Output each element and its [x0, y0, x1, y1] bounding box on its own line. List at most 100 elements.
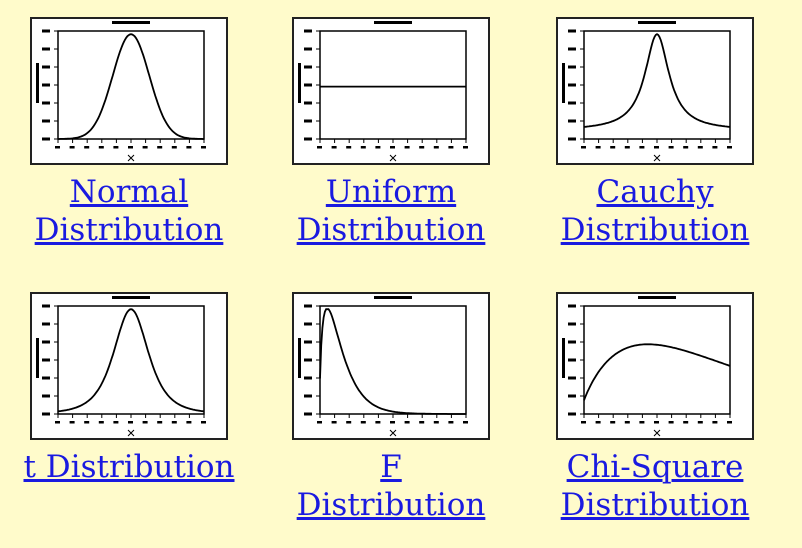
y-tick-label-mark [42, 101, 50, 105]
x-tick-label-mark [697, 146, 703, 149]
y-tick-label-mark [568, 137, 576, 141]
distribution-card-normal: Normal Distribution [0, 17, 260, 249]
chi-square-density-plot-icon[interactable] [556, 292, 754, 440]
y-tick-label-mark [42, 322, 50, 326]
y-axis-label-mark [36, 63, 39, 103]
plot-canvas [36, 296, 206, 437]
uniform-density-plot-icon[interactable] [292, 17, 490, 165]
y-axis-label-mark [562, 338, 565, 378]
y-axis-label-mark [298, 63, 301, 103]
x-tick-label-mark [610, 146, 616, 149]
y-tick-label-mark [42, 358, 50, 362]
x-tick-label-mark [84, 421, 90, 424]
x-tick-label-mark [683, 421, 689, 424]
y-tick-label-mark [42, 29, 50, 33]
y-axis-label-mark [36, 338, 39, 378]
y-tick-label-mark [42, 137, 50, 141]
distribution-card-f: F Distribution [260, 292, 522, 524]
plot-title-mark [374, 296, 412, 299]
plot-title-mark [638, 21, 676, 24]
plot-title-mark [374, 21, 412, 24]
y-tick-label-mark [304, 394, 312, 398]
normal-distribution-link[interactable]: Normal Distribution [0, 173, 260, 249]
plot-canvas [562, 21, 732, 162]
plot-frame [57, 305, 205, 415]
y-tick-label-mark [42, 65, 50, 69]
y-tick-label-mark [304, 101, 312, 105]
x-tick-label-mark [375, 421, 381, 424]
x-tick-label-mark [128, 421, 133, 424]
x-tick-label-mark [346, 146, 352, 149]
plot-frame [57, 30, 205, 140]
y-tick-label-mark [42, 119, 50, 123]
x-tick-label-mark [448, 421, 454, 424]
x-tick-label-mark [317, 421, 322, 424]
caption-line-1: Chi-Square [566, 449, 744, 485]
caption-line-2: Distribution [296, 212, 486, 248]
x-tick-label-mark [69, 421, 75, 424]
plot-canvas [298, 296, 468, 437]
t-distribution-link[interactable]: t Distribution [0, 448, 260, 486]
y-tick-label-mark [304, 304, 312, 308]
plot-title-mark [638, 296, 676, 299]
normal-density-plot-icon[interactable] [30, 17, 228, 165]
chi-square-distribution-link[interactable]: Chi-Square Distribution [524, 448, 786, 524]
x-tick-label-mark [346, 421, 352, 424]
density-curve [583, 343, 731, 401]
caption-line-2: Distribution [560, 487, 750, 523]
x-tick-label-mark [639, 146, 645, 149]
x-axis-label-mark [389, 429, 397, 437]
y-tick-label-mark [304, 412, 312, 416]
x-tick-label-mark [668, 421, 674, 424]
x-tick-label-mark [55, 421, 60, 424]
y-tick-label-mark [304, 83, 312, 87]
x-tick-label-mark [171, 146, 177, 149]
x-tick-label-mark [171, 421, 177, 424]
x-axis-label-mark [127, 429, 135, 437]
y-tick-label-mark [568, 394, 576, 398]
x-tick-label-mark [157, 146, 163, 149]
x-tick-label-mark [201, 421, 206, 424]
y-tick-label-mark [568, 340, 576, 344]
x-tick-label-mark [128, 146, 133, 149]
x-tick-label-mark [404, 421, 410, 424]
plot-canvas [562, 296, 732, 437]
plot-title-mark [112, 21, 150, 24]
f-density-plot-icon[interactable] [292, 292, 490, 440]
x-tick-label-mark [624, 421, 630, 424]
t-density-plot-icon[interactable] [30, 292, 228, 440]
caption-line-1: Uniform [325, 174, 457, 210]
caption-line-1: Normal [69, 174, 189, 210]
y-tick-label-mark [304, 29, 312, 33]
y-tick-label-mark [304, 340, 312, 344]
y-tick-label-mark [42, 83, 50, 87]
x-tick-label-mark [697, 421, 703, 424]
x-tick-label-mark [317, 146, 322, 149]
x-axis-label-mark [653, 154, 661, 162]
y-tick-label-mark [568, 29, 576, 33]
cauchy-density-plot-icon[interactable] [556, 17, 754, 165]
y-tick-label-mark [42, 394, 50, 398]
x-tick-label-mark [113, 146, 119, 149]
x-axis-label-mark [389, 154, 397, 162]
y-tick-label-mark [304, 65, 312, 69]
x-tick-label-mark [113, 421, 119, 424]
x-axis-label-mark [127, 154, 135, 162]
density-curve [319, 308, 466, 415]
x-tick-label-mark [142, 421, 148, 424]
x-tick-label-mark [463, 421, 468, 424]
y-axis-label-mark [562, 63, 565, 103]
plot-frame [319, 305, 467, 415]
y-axis-label-mark [298, 338, 301, 378]
x-tick-label-mark [98, 421, 104, 424]
distribution-card-t: t Distribution [0, 292, 260, 486]
x-tick-label-mark [639, 421, 645, 424]
x-tick-label-mark [433, 421, 439, 424]
plot-canvas [36, 21, 206, 162]
plot-frame [319, 30, 467, 140]
f-distribution-link[interactable]: F Distribution [260, 448, 522, 524]
cauchy-distribution-link[interactable]: Cauchy Distribution [524, 173, 786, 249]
uniform-distribution-link[interactable]: Uniform Distribution [260, 173, 522, 249]
y-tick-label-mark [568, 101, 576, 105]
plot-canvas [298, 21, 468, 162]
